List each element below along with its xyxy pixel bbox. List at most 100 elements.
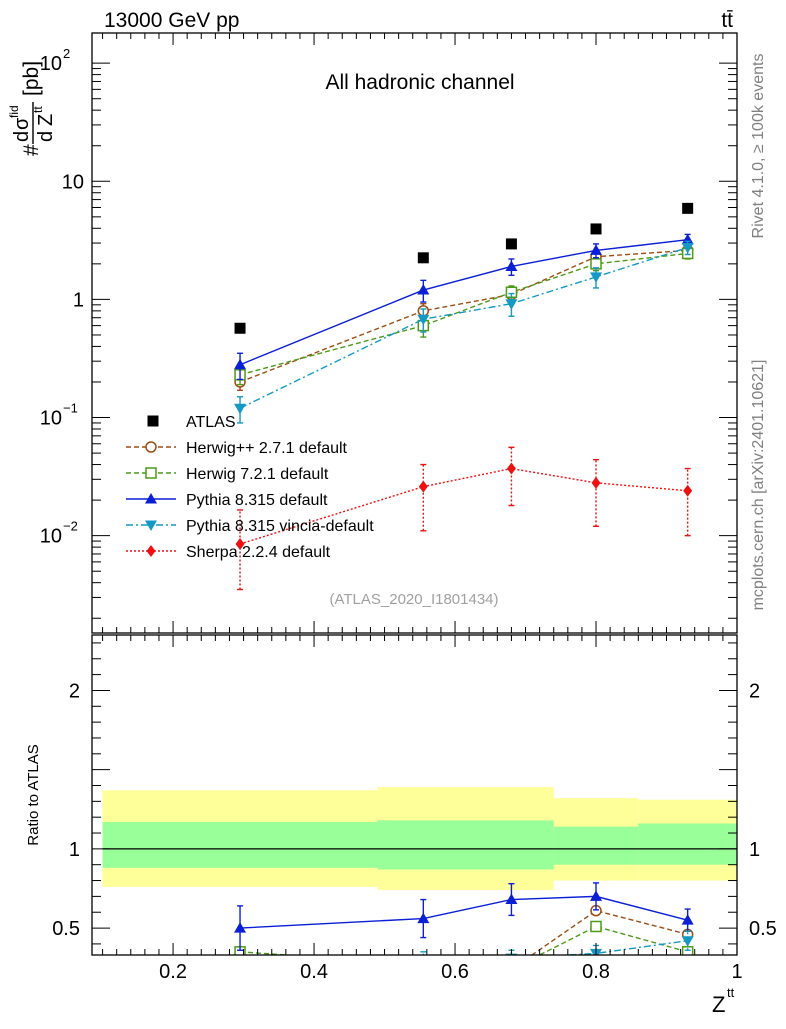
ratio-y-tick-label-left: 0.5 xyxy=(52,918,80,940)
series-line xyxy=(239,239,688,366)
ratio-marker xyxy=(418,960,428,970)
main-x-ticks xyxy=(102,33,738,633)
ratio-marker xyxy=(681,914,694,925)
main-y-tick-label-base: 10 xyxy=(40,526,62,548)
ratio-y-tick-label-right: 2 xyxy=(749,680,760,702)
legend-marker-atlas xyxy=(147,415,159,427)
ratio-band-inner xyxy=(377,820,554,870)
y-axis-label-sigma: σ xyxy=(11,117,33,130)
ratio-series-2 xyxy=(234,882,694,951)
x-tick-label: 0.4 xyxy=(300,961,328,983)
analysis-label: (ATLAS_2020_I1801434) xyxy=(329,591,498,608)
series-marker xyxy=(681,243,694,254)
legend-marker xyxy=(145,520,157,531)
series-line xyxy=(239,252,688,376)
series-marker xyxy=(590,244,603,255)
main-y-tick-label-exp: −2 xyxy=(63,519,78,534)
ratio-x-ticks: 0.2 0.4 0.6 0.8 1 xyxy=(102,635,743,983)
series-marker xyxy=(417,314,430,326)
legend: ATLAS Herwig++ 2.7.1 default Herwig 7.2.1 … xyxy=(126,414,374,561)
ratio-marker xyxy=(592,1000,601,1012)
ratio-y-ticks: 0.5 0.5 1 1 2 2 xyxy=(52,642,777,945)
ratio-plot-area xyxy=(102,787,737,1013)
y-axis-label-d2: d xyxy=(35,131,57,142)
series-marker xyxy=(417,284,430,295)
atlas-data-point xyxy=(682,202,694,214)
ratio-marker xyxy=(418,960,428,970)
ratio-y-tick-label-right: 0.5 xyxy=(749,918,777,940)
main-y-tick-label: 10 2 xyxy=(40,46,70,75)
x-tick-label: 0.2 xyxy=(159,961,187,983)
legend-label-atlas: ATLAS xyxy=(186,414,236,431)
ratio-series-4 xyxy=(236,999,693,1013)
atlas-data-point xyxy=(234,322,246,334)
legend-entry-3: Pythia 8.315 vincia-default xyxy=(126,518,374,535)
legend-marker xyxy=(145,441,157,453)
legend-label: Sherpa 2.2.4 default xyxy=(186,544,331,561)
series-3 xyxy=(234,240,694,424)
main-y-tick-label: 10 −1 xyxy=(40,401,78,430)
x-tick-label: 0.6 xyxy=(441,961,469,983)
ratio-series-line xyxy=(239,895,688,929)
legend-marker xyxy=(145,467,157,479)
ratio-y-tick-label-left: 1 xyxy=(69,839,80,861)
y-axis-label-hash: # xyxy=(20,144,43,156)
ratio-marker xyxy=(681,936,694,947)
ratio-marker xyxy=(506,964,516,974)
legend-entry-atlas: ATLAS xyxy=(147,414,236,431)
x-axis-label-superscript: tt xyxy=(727,985,735,1000)
ratio-frame xyxy=(91,634,738,956)
ratio-marker xyxy=(683,1001,692,1013)
side-label-bottom: mcplots.cern.ch [arXiv:2401.10621] xyxy=(750,360,767,611)
legend-entry-1: Herwig 7.2.1 default xyxy=(126,466,329,483)
series-1 xyxy=(234,247,694,386)
series-4 xyxy=(235,446,693,591)
main-y-tick-label: 10 xyxy=(62,171,84,193)
y-axis-label-d1: d xyxy=(11,131,33,142)
main-y-tick-label-base: 10 xyxy=(62,171,84,193)
main-frame xyxy=(91,32,738,634)
x-tick-label: 1 xyxy=(731,961,742,983)
ratio-y-tick-label-left: 2 xyxy=(69,680,80,702)
main-y-tick-label-base: 1 xyxy=(73,289,84,311)
main-y-tick-label-exp: 2 xyxy=(63,46,70,61)
series-2 xyxy=(234,233,694,381)
series-marker xyxy=(590,272,603,283)
ratio-band-inner xyxy=(102,821,378,868)
x-axis-label: Z xyxy=(712,992,725,1017)
y-axis-label-z: Z xyxy=(35,114,57,126)
series-marker xyxy=(418,480,428,493)
ratio-marker xyxy=(419,999,428,1011)
main-y-tick-label-base: 10 xyxy=(40,408,62,430)
series-marker xyxy=(234,403,247,415)
ratio-marker xyxy=(590,890,603,901)
ratio-marker xyxy=(506,964,516,974)
ratio-band-inner xyxy=(553,826,639,865)
main-y-tick-label-base: 10 xyxy=(40,53,62,75)
legend-entry-0: Herwig++ 2.7.1 default xyxy=(126,440,348,457)
series-marker xyxy=(505,299,518,310)
ratio-marker xyxy=(236,999,245,1011)
y-axis-label-unit: [pb] xyxy=(20,61,43,96)
header-left-label: 13000 GeV pp xyxy=(104,9,239,32)
ratio-marker xyxy=(234,970,246,981)
y-axis-label-tt: tt xyxy=(31,106,45,113)
legend-entry-2: Pythia 8.315 default xyxy=(126,492,328,509)
main-y-tick-label: 1 xyxy=(73,289,84,311)
atlas-data-point xyxy=(417,252,429,264)
legend-label: Pythia 8.315 default xyxy=(186,492,328,509)
y-axis-label: # d σ fid d Z tt [pb] xyxy=(7,61,57,156)
legend-label: Herwig++ 2.7.1 default xyxy=(186,440,348,457)
series-marker xyxy=(235,538,245,551)
ratio-series-line xyxy=(240,1005,688,1007)
legend-entry-4: Sherpa 2.2.4 default xyxy=(126,544,331,561)
main-y-tick-label: 10 −2 xyxy=(40,519,78,548)
x-tick-label: 0.8 xyxy=(582,961,610,983)
atlas-data xyxy=(234,202,694,334)
ratio-panel: 0.2 0.4 0.6 0.8 1 0.5 0.5 1 1 2 2 xyxy=(52,634,777,1013)
ratio-marker xyxy=(417,955,429,966)
